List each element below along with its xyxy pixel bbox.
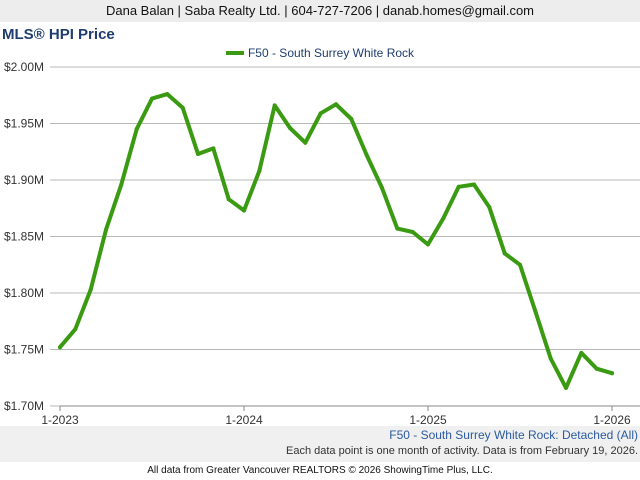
data-point <box>58 345 62 350</box>
data-point <box>518 262 522 267</box>
data-point <box>303 140 308 145</box>
data-point <box>272 103 277 108</box>
copyright: All data from Greater Vancouver REALTORS… <box>147 465 493 476</box>
data-point <box>594 366 599 371</box>
data-point <box>533 309 538 314</box>
x-tick-label: 1-2023 <box>41 413 79 427</box>
data-point <box>318 111 323 116</box>
data-point <box>472 182 476 187</box>
y-tick-label: $1.70M <box>4 399 44 413</box>
data-point <box>242 208 246 213</box>
data-point <box>165 92 170 97</box>
data-point <box>196 152 200 157</box>
data-point <box>564 385 568 390</box>
data-point <box>88 287 93 292</box>
data-point <box>410 229 415 234</box>
data-point <box>364 153 369 158</box>
data-point <box>257 168 262 173</box>
data-point <box>380 185 384 190</box>
data-point <box>502 251 507 256</box>
legend: F50 - South Surrey White Rock <box>0 46 640 60</box>
x-tick-label: 1-2024 <box>225 413 263 427</box>
x-tick-label: 1-2025 <box>409 413 447 427</box>
series-line <box>58 92 614 390</box>
data-point <box>610 371 614 376</box>
legend-label: F50 - South Surrey White Rock <box>247 46 415 60</box>
data-note: Each data point is one month of activity… <box>286 445 638 457</box>
y-tick-label: $1.75M <box>4 343 44 357</box>
data-point <box>395 226 400 231</box>
data-point <box>180 105 185 110</box>
data-point <box>334 102 338 107</box>
data-point <box>288 126 292 131</box>
data-point <box>456 184 461 189</box>
data-point <box>226 197 231 202</box>
series-description: F50 - South Surrey White Rock: Detached … <box>389 428 638 442</box>
data-point <box>579 350 584 355</box>
data-point <box>73 327 78 332</box>
y-tick-label: $1.90M <box>4 173 44 187</box>
footer-band <box>0 426 640 462</box>
contact-header: Dana Balan | Saba Realty Ltd. | 604-727-… <box>0 0 640 22</box>
data-point <box>487 205 492 210</box>
data-point <box>426 242 430 247</box>
y-tick-label: $1.80M <box>4 286 44 300</box>
x-tick-label: 1-2026 <box>593 413 631 427</box>
data-point <box>150 96 154 101</box>
data-point <box>441 216 446 221</box>
data-point <box>548 356 553 361</box>
legend-swatch <box>225 50 244 55</box>
data-point <box>349 116 354 121</box>
data-point <box>211 146 216 151</box>
chart-title: MLS® HPI Price <box>2 26 115 43</box>
y-tick-label: $1.95M <box>4 117 44 131</box>
data-point <box>119 182 124 187</box>
data-point <box>134 127 139 132</box>
data-point <box>104 227 108 232</box>
y-tick-label: $1.85M <box>4 230 44 244</box>
y-tick-label: $2.00M <box>4 60 44 74</box>
